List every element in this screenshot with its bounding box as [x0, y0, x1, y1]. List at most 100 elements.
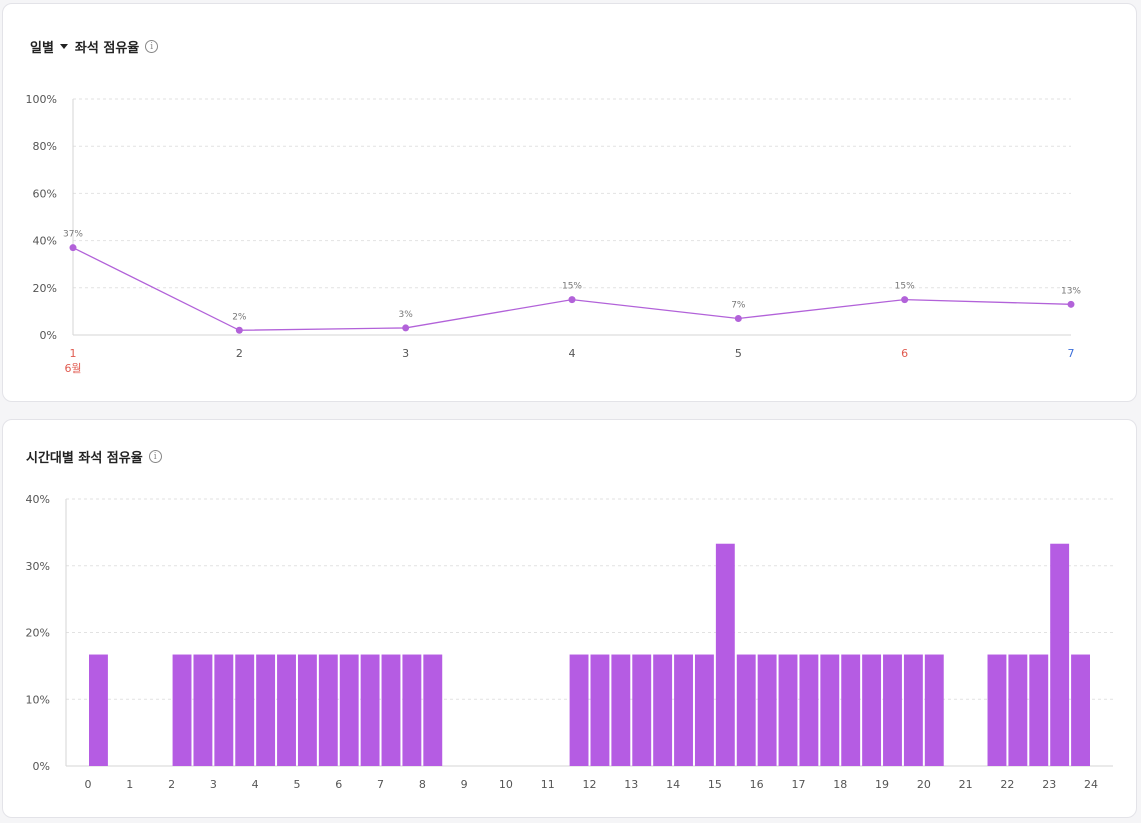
bar	[903, 654, 923, 766]
data-point	[901, 296, 909, 304]
daily-card-header: 일별 좌석 점유율 i	[30, 37, 159, 56]
x-tick-label: 15	[708, 778, 722, 791]
y-tick-label: 40%	[26, 493, 50, 506]
bar	[214, 654, 234, 766]
bar	[235, 654, 255, 766]
bar	[381, 654, 401, 766]
bar	[924, 654, 944, 766]
bar	[611, 654, 631, 766]
bar	[569, 654, 589, 766]
bar	[402, 654, 422, 766]
info-icon[interactable]: i	[145, 40, 159, 53]
data-point	[235, 326, 243, 334]
bar	[193, 654, 213, 766]
x-tick-label: 24	[1084, 778, 1098, 791]
x-tick-label: 4	[252, 778, 259, 791]
y-tick-label: 60%	[33, 187, 57, 200]
x-tick-label: 9	[461, 778, 468, 791]
x-tick-label: 2	[236, 347, 243, 360]
y-tick-label: 80%	[33, 140, 57, 153]
period-dropdown[interactable]: 일별	[30, 37, 75, 56]
bar	[987, 654, 1007, 766]
bar	[632, 654, 652, 766]
data-label: 15%	[562, 282, 582, 292]
bar	[172, 654, 192, 766]
data-label: 7%	[731, 300, 746, 310]
data-point	[69, 244, 77, 252]
x-tick-label: 5	[735, 347, 742, 360]
x-tick-label: 20	[917, 778, 931, 791]
bar	[339, 654, 359, 766]
x-tick-label: 7	[1068, 347, 1075, 360]
bar	[820, 654, 840, 766]
x-tick-label: 5	[293, 778, 300, 791]
x-tick-label: 0	[85, 778, 92, 791]
x-tick-label: 6	[335, 778, 342, 791]
period-dropdown-label: 일별	[30, 41, 54, 56]
x-tick-label: 11	[541, 778, 555, 791]
data-label: 37%	[63, 230, 83, 240]
bar	[694, 654, 714, 766]
bar	[256, 654, 276, 766]
bar	[590, 654, 610, 766]
y-tick-label: 20%	[26, 627, 50, 640]
month-label: 6월	[64, 362, 81, 375]
bar	[883, 654, 902, 766]
y-tick-label: 10%	[26, 693, 50, 706]
bar	[715, 543, 735, 766]
hourly-chart-title: 시간대별 좌석 점유율	[26, 451, 143, 466]
data-label: 3%	[399, 310, 414, 320]
data-point	[402, 324, 410, 332]
bar	[1029, 654, 1049, 766]
bar	[799, 654, 819, 766]
data-label: 2%	[232, 312, 247, 322]
x-tick-label: 4	[569, 347, 576, 360]
bar	[1008, 654, 1028, 766]
bar	[297, 654, 317, 766]
bar	[423, 654, 443, 766]
info-icon[interactable]: i	[148, 450, 162, 463]
bar	[277, 654, 296, 766]
data-point	[734, 314, 742, 322]
bar	[778, 654, 798, 766]
data-label: 13%	[1061, 286, 1081, 296]
x-tick-label: 14	[666, 778, 680, 791]
data-label: 15%	[895, 282, 915, 292]
x-tick-label: 8	[419, 778, 426, 791]
hourly-bar-chart: 0%10%20%30%40%0 1 2 3 4 5 6 7 8 9 10 11 12 13 14 15 16 17…	[26, 493, 1113, 791]
y-tick-label: 30%	[26, 560, 50, 573]
x-tick-label: 21	[959, 778, 973, 791]
x-tick-label: 10	[499, 778, 513, 791]
y-tick-label: 20%	[33, 282, 57, 295]
x-tick-label: 1	[70, 347, 77, 360]
data-point	[568, 296, 576, 304]
x-tick-label: 1	[126, 778, 133, 791]
x-tick-label: 13	[624, 778, 638, 791]
bar	[1050, 543, 1070, 766]
bar	[89, 654, 108, 766]
x-tick-label: 7	[377, 778, 384, 791]
x-tick-label: 3	[210, 778, 217, 791]
bar	[862, 654, 882, 766]
x-tick-label: 18	[833, 778, 847, 791]
data-point	[1067, 300, 1075, 308]
bar	[360, 654, 380, 766]
daily-chart-title: 좌석 점유율	[74, 41, 140, 56]
x-tick-label: 16	[750, 778, 764, 791]
bar	[318, 654, 338, 766]
hourly-card-header: 시간대별 좌석 점유율 i	[26, 447, 162, 466]
x-tick-label: 23	[1042, 778, 1056, 791]
daily-line-chart: 0% 20% 40% 60% 80% 100% 1 2 3 4 5 6 7 6월 37% 2% 3% 15% 7% 1…	[26, 93, 1082, 375]
hourly-occupancy-card: 시간대별 좌석 점유율 i 0% 10% 20% 30% 40% 0 1 2 3 4 5 6 7 8 9 10…	[2, 419, 1137, 818]
bar	[757, 654, 777, 766]
daily-occupancy-card: 일별 좌석 점유율 i 0% 20% 40% 60% 80% 100% 1 2 3 4 5 6 7 6월 3…	[2, 3, 1137, 402]
bar	[653, 654, 673, 766]
x-tick-label: 12	[583, 778, 597, 791]
caret-down-icon	[59, 44, 68, 49]
x-tick-label: 22	[1000, 778, 1014, 791]
x-tick-label: 19	[875, 778, 889, 791]
bar	[736, 654, 756, 766]
bar	[841, 654, 861, 766]
x-tick-label: 6	[901, 347, 908, 360]
y-tick-label: 0%	[33, 760, 50, 773]
